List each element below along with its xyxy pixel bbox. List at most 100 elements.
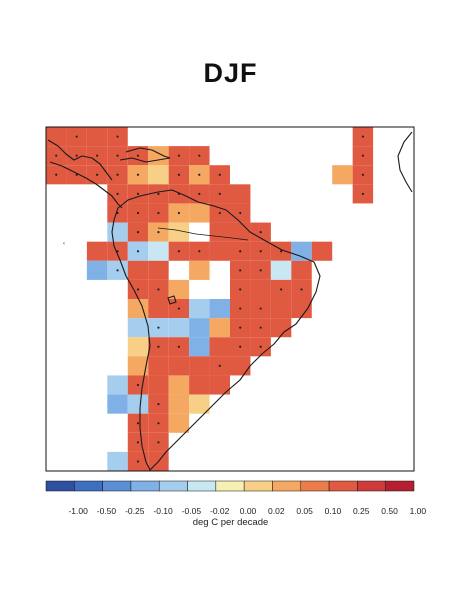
grid-cell (291, 260, 312, 280)
significance-dot (280, 288, 283, 291)
significance-dot (136, 192, 140, 195)
colorbar-swatch (130, 480, 160, 492)
colorbar-tick-label: -0.50 (96, 506, 117, 516)
significance-dot (218, 211, 221, 215)
grid-cell (168, 279, 190, 299)
colorbar-swatch (74, 480, 103, 492)
grid-cell (107, 451, 128, 471)
map-frame-mark: ‹ (63, 241, 65, 247)
colorbar-swatch (272, 480, 302, 492)
colorbar-swatch (187, 480, 217, 492)
significance-dot (239, 211, 242, 215)
grid-cell (189, 394, 210, 414)
grid-cell (270, 318, 292, 338)
colorbar-tick-label: 0.50 (381, 506, 398, 516)
coastline-africa-west (397, 131, 413, 193)
significance-dot (177, 345, 180, 348)
coastlines (47, 131, 413, 471)
grid-cell (148, 260, 169, 280)
grid-cell (209, 241, 230, 261)
significance-dot (239, 250, 242, 253)
grid-cell (127, 337, 149, 357)
significance-dot (218, 173, 221, 176)
grid-cell (107, 375, 128, 395)
significance-dot (157, 192, 160, 195)
colorbar-tick-label: -0.25 (125, 506, 145, 516)
significance-dot (239, 345, 242, 348)
significance-dot (55, 154, 58, 157)
significance-dot (136, 383, 140, 387)
grid-cell (127, 394, 149, 414)
significance-dot (177, 250, 180, 253)
grid-cell (107, 394, 128, 414)
grid-cell (168, 356, 190, 376)
significance-dot (198, 250, 201, 253)
grid-cell (127, 260, 149, 280)
grid-cell (46, 127, 67, 147)
grid-cell (332, 165, 353, 185)
grid-cell (189, 318, 210, 338)
significance-dot (116, 154, 119, 157)
significance-dot (136, 460, 140, 463)
colorbar-tick-label: 0.00 (239, 506, 257, 516)
grid-cell (189, 356, 210, 376)
significance-dot (177, 211, 180, 215)
grid-cell (168, 222, 190, 242)
grid-cell (168, 318, 190, 338)
significance-dot (177, 307, 180, 310)
significance-dot (198, 192, 201, 195)
significance-dot (157, 231, 160, 234)
grid-cell (127, 299, 149, 319)
colorbar-swatch (45, 480, 75, 492)
grid-cell (209, 375, 230, 395)
coastline-mexico-gulf (47, 139, 113, 181)
significance-dot (136, 288, 140, 291)
significance-dot (259, 269, 262, 272)
significance-dot (177, 173, 180, 176)
significance-dot (136, 231, 140, 234)
colorbar-tick-label: 1.00 (409, 506, 427, 516)
grid-cell (209, 222, 230, 242)
significance-dot (157, 326, 160, 329)
grid-cell (148, 146, 169, 166)
significance-dot (361, 192, 364, 195)
significance-dot (218, 364, 221, 367)
significance-dot (157, 441, 160, 444)
significance-dot (96, 173, 99, 176)
grid-cell (209, 318, 230, 338)
significance-dot (361, 173, 364, 176)
grid-cell (86, 127, 108, 147)
colorbar-swatch (243, 480, 273, 492)
grid-cell (127, 318, 149, 338)
coastline-caribbean (119, 157, 171, 163)
significance-dot (259, 307, 262, 310)
significance-dot (136, 250, 140, 253)
lake-titicaca (167, 295, 177, 305)
significance-dot (280, 250, 283, 253)
significance-dot (239, 307, 242, 310)
significance-dot (259, 326, 262, 329)
significance-dot (116, 192, 119, 195)
significance-dot (239, 288, 242, 291)
significance-dot (136, 211, 140, 215)
grid-cell (148, 299, 169, 319)
grid-cell (148, 241, 169, 261)
significance-dot (136, 441, 140, 444)
significance-dot (75, 135, 78, 138)
grid-cell (270, 260, 292, 280)
grid-cell (148, 165, 169, 185)
colorbar-tick-label: -0.02 (210, 506, 230, 516)
significance-dot (239, 326, 242, 329)
significance-dot (259, 345, 262, 348)
grid-cell (168, 375, 190, 395)
grid-cell (86, 241, 108, 261)
significance-dot (361, 135, 364, 138)
grid-cell (168, 413, 190, 433)
grid-cell (148, 356, 169, 376)
grid-cell (291, 241, 312, 261)
grid-cell (311, 241, 333, 261)
significance-dot (96, 154, 99, 157)
significance-dot (300, 288, 303, 291)
significance-dot (361, 154, 364, 157)
